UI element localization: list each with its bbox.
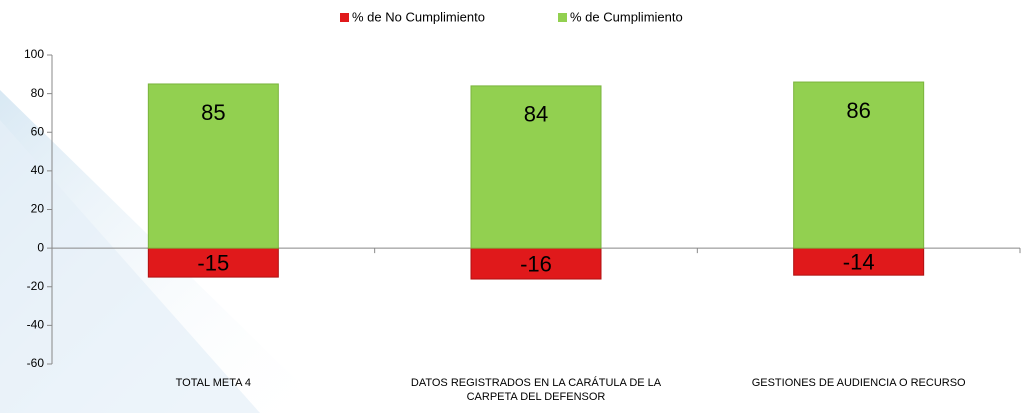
data-label: 85 <box>201 100 225 125</box>
y-tick-label: 100 <box>24 47 44 61</box>
data-label: -16 <box>520 251 552 276</box>
legend-swatch <box>340 13 349 22</box>
x-tick-label: DATOS REGISTRADOS EN LA CARÁTULA DE LA C… <box>410 377 662 403</box>
y-tick-label: 0 <box>37 240 44 254</box>
data-label: 86 <box>846 98 870 123</box>
y-tick-label: -20 <box>27 279 45 293</box>
y-tick-label: -40 <box>27 318 45 332</box>
data-label: -14 <box>843 249 875 274</box>
bar <box>470 85 602 249</box>
y-tick-label: 20 <box>31 202 45 216</box>
data-label: -15 <box>197 250 229 275</box>
legend-swatch <box>558 13 567 22</box>
x-tick-label: GESTIONES DE AUDIENCIA O RECURSO <box>751 377 966 389</box>
y-tick-label: 80 <box>31 86 45 100</box>
y-tick-label: 60 <box>31 124 45 138</box>
data-label: 84 <box>524 102 548 127</box>
legend-label: % de Cumplimiento <box>570 9 683 24</box>
bar <box>147 83 279 249</box>
y-tick-label: -60 <box>27 356 45 370</box>
background-swoosh <box>0 120 260 413</box>
y-tick-label: 40 <box>31 163 45 177</box>
x-tick-label: TOTAL META 4 <box>175 377 252 389</box>
bar <box>793 81 925 249</box>
legend-label: % de No Cumplimiento <box>352 9 485 24</box>
